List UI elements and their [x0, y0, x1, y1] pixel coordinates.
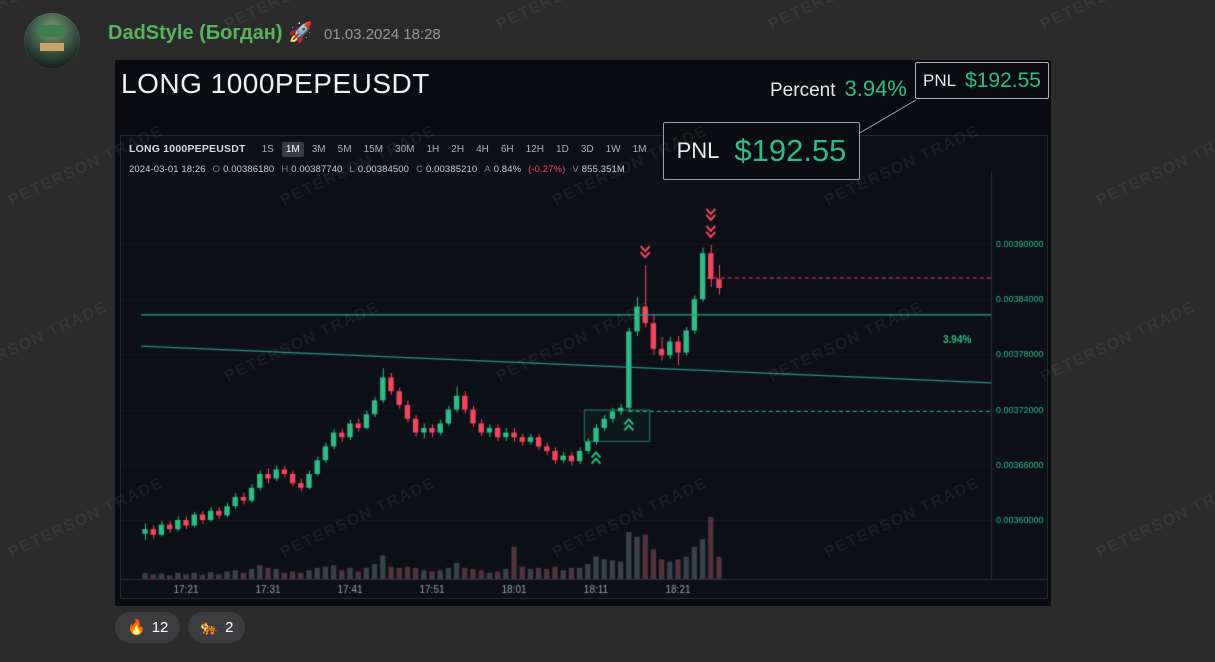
timeframe-1w-13[interactable]: 1W — [605, 143, 621, 155]
watermark-text: PETERSON TRADE — [766, 0, 926, 34]
fire-emoji: 🔥 — [127, 619, 146, 636]
pnl-label: PNL — [923, 70, 957, 90]
timeframe-5m-3[interactable]: 5M — [337, 143, 352, 155]
timeframe-12h-10[interactable]: 12H — [525, 143, 545, 155]
timeframe-4h-8[interactable]: 4H — [476, 143, 489, 155]
reaction-tiger[interactable]: 🐅 2 — [188, 612, 246, 643]
avatar[interactable] — [24, 13, 80, 69]
reactions: 🔥 12 🐅 2 — [115, 612, 246, 643]
candlestick-chart — [121, 136, 1047, 598]
ohlc-token: (-0.27%) — [528, 164, 566, 175]
tiger-emoji: 🐅 — [200, 619, 220, 636]
ohlc-token: 2024-03-01 18:26 — [129, 164, 206, 175]
percent-value: 3.94% — [844, 76, 907, 101]
tiger-count: 2 — [225, 619, 234, 636]
ohlc-token: 0.00387740 — [291, 164, 343, 175]
ohlc-token: C — [416, 164, 424, 175]
timeframe-1d-11[interactable]: 1D — [556, 143, 569, 155]
ohlc-token: 855.351M — [581, 164, 625, 175]
callout-pnl-label: PNL — [676, 138, 720, 163]
watermark-text: PETERSON TRADE — [0, 298, 110, 386]
chart-panel: LONG 1000PEPEUSDT 1S 1M 3M 5M 15M 30M 1H 2H 4H 6H… — [120, 135, 1048, 599]
watermark-text: PETERSON TRADE — [494, 0, 654, 34]
watermark-text: PETERSON TRADE — [1038, 0, 1198, 34]
timeframe-1s-0[interactable]: 1S — [261, 143, 274, 155]
ohlc-token: V — [572, 164, 579, 175]
trade-title: LONG 1000PEPEUSDT — [121, 68, 430, 99]
chart-toolbar: LONG 1000PEPEUSDT 1S 1M 3M 5M 15M 30M 1H 2H 4H 6H… — [121, 136, 1047, 162]
reaction-fire[interactable]: 🔥 12 — [115, 612, 181, 643]
ohlc-token: A — [484, 164, 491, 175]
fire-count: 12 — [151, 619, 169, 636]
timeframe-1h-6[interactable]: 1H — [426, 143, 440, 155]
pnl-callout: PNL $192.55 — [663, 122, 860, 180]
ohlc-token: 0.00385210 — [426, 164, 478, 175]
ohlc-token: L — [349, 164, 355, 175]
timeframe-1m-1[interactable]: 1M — [281, 141, 304, 157]
timeframe-1m-14[interactable]: 1M — [632, 143, 647, 155]
callout-pnl-value: $192.55 — [734, 133, 847, 168]
trade-card: LONG 1000PEPEUSDT Percent 3.94% PNL $192… — [115, 60, 1051, 606]
timeframe-30m-5[interactable]: 30M — [395, 143, 415, 155]
watermark-text: PETERSON TRADE — [1094, 122, 1215, 210]
chart-symbol: LONG 1000PEPEUSDT — [129, 143, 246, 155]
timeframe-3d-12[interactable]: 3D — [580, 143, 594, 155]
username[interactable]: DadStyle (Богдан) 🚀 — [108, 22, 313, 44]
pnl-summary-box: PNL $192.55 — [915, 62, 1049, 99]
timeframe-list: 1S 1M 3M 5M 15M 30M 1H 2H 4H 6H 12H 1D 3D 1W 1M — [258, 141, 651, 157]
watermark-text: PETERSON TRADE — [1038, 298, 1198, 386]
timeframe-6h-9[interactable]: 6H — [500, 143, 514, 155]
timeframe-3m-2[interactable]: 3M — [311, 143, 326, 155]
pnl-value: $192.55 — [965, 68, 1041, 92]
ohlc-token: H — [281, 164, 289, 175]
ohlc-token: O — [212, 164, 221, 175]
timeframe-15m-4[interactable]: 15M — [363, 143, 384, 155]
ohlc-token: 0.00386180 — [223, 164, 275, 175]
message-header: DadStyle (Богдан) 🚀 01.03.2024 18:28 — [108, 20, 441, 45]
percent-label: Percent — [770, 80, 836, 101]
ohlc-info-bar: 2024-03-01 18:26 O 0.00386180 H 0.00387740 L 0… — [129, 164, 632, 175]
watermark-text: PETERSON TRADE — [1094, 474, 1215, 562]
percent-summary: Percent 3.94% — [770, 76, 907, 102]
ohlc-token: 0.00384500 — [357, 164, 410, 175]
message-timestamp: 01.03.2024 18:28 — [323, 26, 441, 43]
ohlc-token: 0.84% — [493, 164, 522, 175]
timeframe-2h-7[interactable]: 2H — [451, 143, 465, 155]
